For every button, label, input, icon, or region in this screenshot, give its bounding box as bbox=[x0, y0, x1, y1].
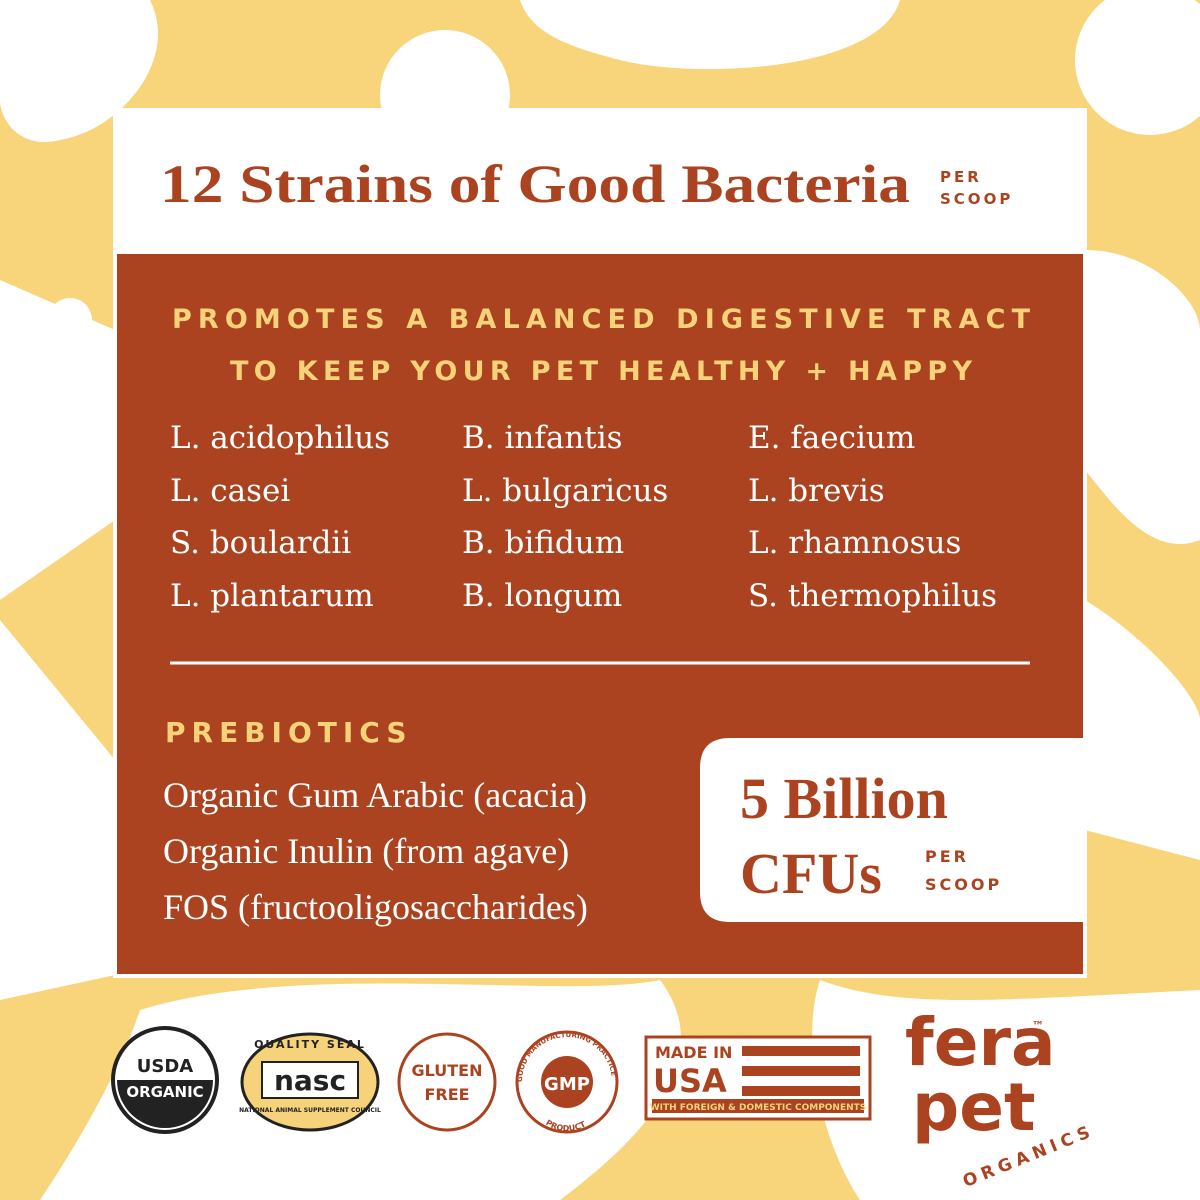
prebiotics-title: PREBIOTICS bbox=[165, 716, 413, 749]
prebiotic: Organic Inulin (from agave) bbox=[163, 831, 569, 871]
scoop: SCOOP bbox=[940, 190, 1013, 208]
gmp-badge: GMP GOOD MANUFACTURING PRACTICE PRODUCT bbox=[515, 1030, 619, 1134]
strain: L. bulgaricus bbox=[462, 473, 668, 509]
usda-badge: USDA ORGANIC bbox=[111, 1026, 219, 1134]
gmp-text: GMP bbox=[544, 1074, 590, 1095]
brand-text: ™ bbox=[1032, 1019, 1044, 1033]
usa-badge: MADE IN USA WITH FOREIGN & DOMESTIC COMP… bbox=[644, 1035, 872, 1121]
per: PER bbox=[925, 847, 969, 866]
strain: E. faecium bbox=[748, 420, 915, 456]
brand-text: pet bbox=[912, 1069, 1036, 1146]
usa-text: USA bbox=[653, 1062, 727, 1100]
usda-text: USDA bbox=[137, 1056, 194, 1077]
gluten-text: GLUTEN bbox=[412, 1061, 483, 1080]
title: 12 Strains of Good Bacteria bbox=[160, 154, 910, 214]
cfu-box bbox=[700, 738, 1085, 922]
cfu-amount: 5 Billion bbox=[740, 766, 948, 831]
gluten-text: FREE bbox=[424, 1085, 469, 1104]
cfu-unit: CFUs bbox=[740, 841, 882, 906]
strain: L. plantarum bbox=[170, 578, 374, 614]
strain-list: L. acidophilus L. casei S. boulardii L. pla… bbox=[170, 420, 997, 614]
per: PER bbox=[940, 168, 982, 186]
strain: S. boulardii bbox=[170, 525, 351, 561]
strain: L. casei bbox=[170, 473, 290, 509]
nasc-text: nasc bbox=[274, 1064, 346, 1097]
nasc-text: QUALITY SEAL bbox=[254, 1038, 366, 1051]
gluten-badge: GLUTEN FREE bbox=[397, 1032, 497, 1132]
strain: L. acidophilus bbox=[170, 420, 390, 456]
strain: B. longum bbox=[462, 578, 622, 614]
scoop: SCOOP bbox=[925, 875, 1002, 894]
nasc-badge: QUALITY SEAL nasc NATIONAL ANIMAL SUPPLE… bbox=[239, 1032, 381, 1132]
strain: L. rhamnosus bbox=[748, 525, 961, 561]
strain: B. infantis bbox=[462, 420, 623, 456]
strain: S. thermophilus bbox=[748, 578, 997, 614]
prebiotic: FOS (fructooligosaccharides) bbox=[163, 887, 588, 927]
usda-text: ORGANIC bbox=[126, 1083, 203, 1101]
usa-text: WITH FOREIGN & DOMESTIC COMPONENTS bbox=[650, 1103, 867, 1113]
prebiotic: Organic Gum Arabic (acacia) bbox=[163, 775, 587, 815]
brand-logo: fera ™ pet ORGANICS bbox=[905, 1004, 1098, 1192]
usa-text: MADE IN bbox=[655, 1043, 732, 1062]
nasc-text: NATIONAL ANIMAL SUPPLEMENT COUNCIL bbox=[239, 1107, 381, 1114]
strain: B. bifidum bbox=[462, 525, 624, 561]
brand-text: fera bbox=[905, 1004, 1056, 1081]
strain: L. brevis bbox=[748, 473, 885, 509]
